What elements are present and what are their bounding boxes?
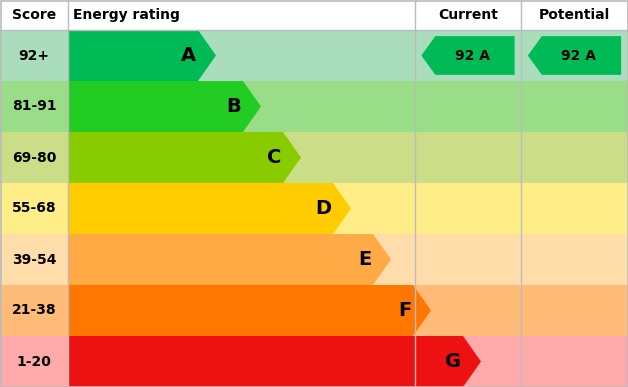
Bar: [68, 336, 463, 387]
Bar: [68, 81, 243, 132]
Polygon shape: [283, 132, 301, 183]
Bar: [0, 30, 628, 81]
Text: C: C: [267, 148, 281, 167]
Text: D: D: [315, 199, 331, 218]
Text: Current: Current: [438, 8, 498, 22]
Bar: [0, 234, 628, 285]
Bar: [68, 234, 373, 285]
Text: E: E: [358, 250, 371, 269]
Bar: [0, 0, 628, 30]
Text: Energy rating: Energy rating: [73, 8, 180, 22]
Text: 39-54: 39-54: [12, 252, 57, 267]
Text: 21-38: 21-38: [12, 303, 57, 317]
Text: F: F: [398, 301, 411, 320]
Bar: [68, 183, 333, 234]
Text: A: A: [181, 46, 196, 65]
Text: Potential: Potential: [539, 8, 610, 22]
Polygon shape: [413, 285, 431, 336]
Text: B: B: [226, 97, 241, 116]
Polygon shape: [421, 36, 514, 75]
Bar: [68, 285, 413, 336]
Text: G: G: [445, 352, 461, 371]
Text: 1-20: 1-20: [16, 354, 51, 368]
Text: Score: Score: [12, 8, 56, 22]
Bar: [68, 132, 283, 183]
Polygon shape: [243, 81, 261, 132]
Text: 69-80: 69-80: [12, 151, 56, 164]
Bar: [0, 183, 628, 234]
Polygon shape: [528, 36, 621, 75]
Text: 55-68: 55-68: [12, 202, 57, 216]
Bar: [0, 132, 628, 183]
Polygon shape: [198, 30, 216, 81]
Text: 81-91: 81-91: [12, 99, 57, 113]
Text: 92 A: 92 A: [561, 48, 596, 62]
Text: 92+: 92+: [18, 48, 50, 62]
Bar: [68, 30, 198, 81]
Text: 92 A: 92 A: [455, 48, 490, 62]
Bar: [0, 336, 628, 387]
Polygon shape: [373, 234, 391, 285]
Polygon shape: [463, 336, 481, 387]
Polygon shape: [333, 183, 351, 234]
Bar: [0, 81, 628, 132]
Bar: [0, 285, 628, 336]
